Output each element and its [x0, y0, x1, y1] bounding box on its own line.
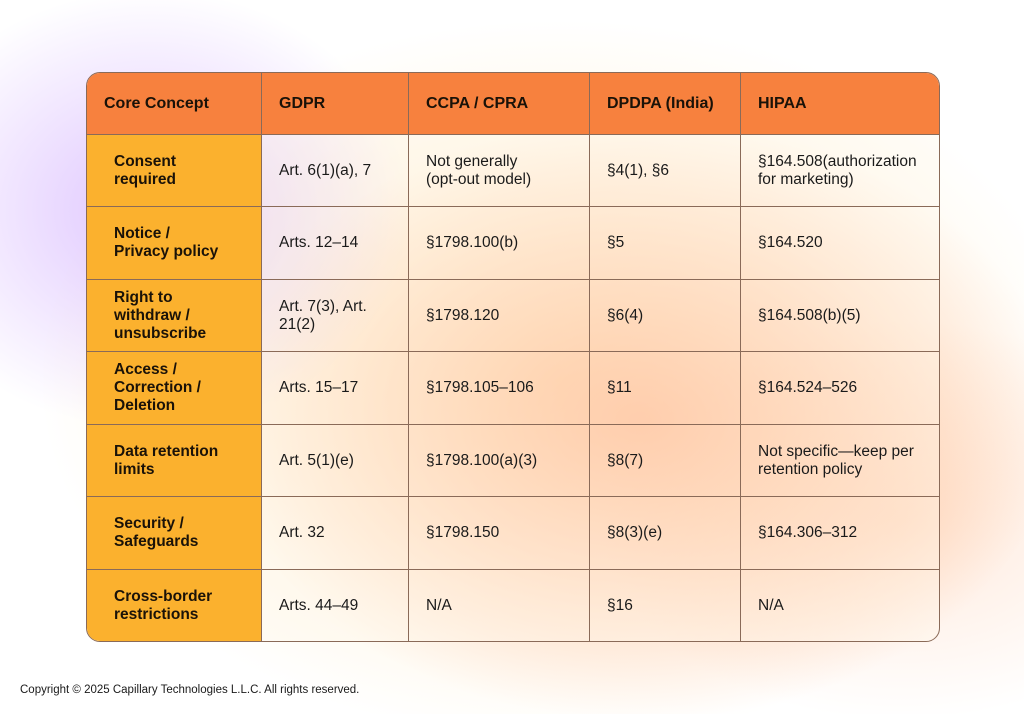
header-hipaa: HIPAA: [741, 73, 939, 135]
row-concept: Consent required: [87, 135, 262, 207]
table-cell: §8(7): [590, 425, 741, 497]
table-cell: §1798.105–106: [409, 352, 590, 425]
table-cell: §164.508(authorization for marketing): [741, 135, 939, 207]
table-cell: §1798.100(b): [409, 207, 590, 280]
header-gdpr: GDPR: [262, 73, 409, 135]
table-cell: §11: [590, 352, 741, 425]
table-cell: Art. 7(3), Art. 21(2): [262, 280, 409, 352]
row-concept: Right to withdraw / unsubscribe: [87, 280, 262, 352]
table-cell: Art. 32: [262, 497, 409, 570]
row-concept: Security / Safeguards: [87, 497, 262, 570]
table-cell: N/A: [409, 570, 590, 641]
table-cell: Not generally (opt-out model): [409, 135, 590, 207]
table-cell: §4(1), §6: [590, 135, 741, 207]
privacy-regulations-table: Core Concept GDPR CCPA / CPRA DPDPA (Ind…: [86, 72, 940, 642]
table-cell: §5: [590, 207, 741, 280]
table-cell: §164.508(b)(5): [741, 280, 939, 352]
row-concept: Cross-border restrictions: [87, 570, 262, 641]
header-dpdpa: DPDPA (India): [590, 73, 741, 135]
row-concept: Notice / Privacy policy: [87, 207, 262, 280]
table-cell: §1798.150: [409, 497, 590, 570]
table-cell: §164.524–526: [741, 352, 939, 425]
table-cell: Art. 6(1)(a), 7: [262, 135, 409, 207]
table-cell: Not specific—keep per retention policy: [741, 425, 939, 497]
header-ccpa-cpra: CCPA / CPRA: [409, 73, 590, 135]
row-concept: Data retention limits: [87, 425, 262, 497]
table-cell: §164.306–312: [741, 497, 939, 570]
table-cell: Arts. 15–17: [262, 352, 409, 425]
table-cell: N/A: [758, 596, 784, 614]
header-core-concept: Core Concept: [87, 73, 262, 135]
table-cell: Arts. 44–49: [262, 570, 409, 641]
row-concept: Access / Correction / Deletion: [87, 352, 262, 425]
table-cell: §6(4): [590, 280, 741, 352]
table-cell: Arts. 12–14: [262, 207, 409, 280]
table-cell: §1798.100(a)(3): [409, 425, 590, 497]
table-cell: §16: [590, 570, 741, 641]
table-cell: §1798.120: [409, 280, 590, 352]
table-cell: §164.520: [741, 207, 939, 280]
table-cell: Art. 5(1)(e): [262, 425, 409, 497]
copyright-footer: Copyright © 2025 Capillary Technologies …: [20, 684, 360, 696]
table-cell: §8(3)(e): [590, 497, 741, 570]
